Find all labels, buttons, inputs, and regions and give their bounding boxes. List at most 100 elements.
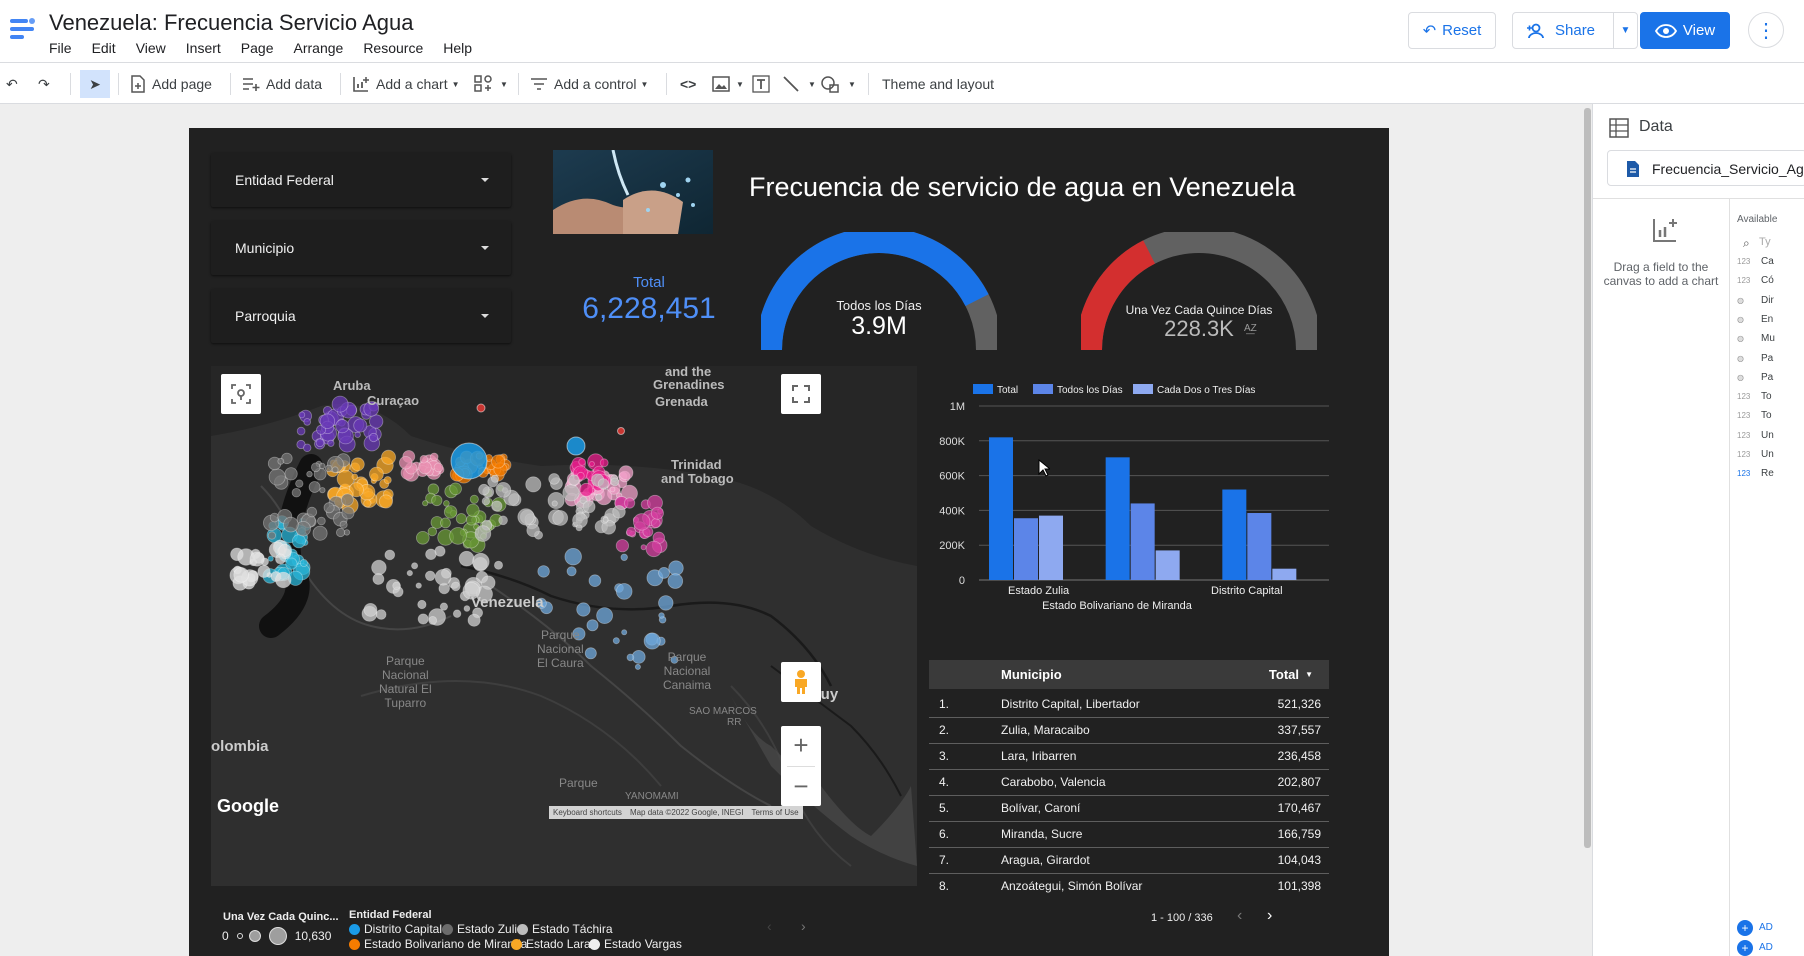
map-bubble[interactable] — [278, 458, 284, 464]
map-bubble[interactable] — [627, 527, 636, 536]
map-bubble[interactable] — [381, 450, 395, 464]
locate-icon[interactable] — [221, 374, 261, 414]
map-bubble[interactable] — [303, 444, 311, 452]
canvas-scrollbar[interactable] — [1584, 108, 1591, 848]
map-bubble[interactable] — [492, 455, 505, 468]
map-bubble[interactable] — [370, 415, 383, 428]
map-bubble[interactable] — [470, 495, 478, 503]
map-bubble[interactable] — [633, 514, 650, 531]
map-bubble[interactable] — [635, 664, 640, 669]
map-bubble[interactable] — [428, 527, 437, 536]
field-item[interactable]: Un — [1761, 430, 1774, 441]
select-cursor-icon[interactable]: ➤ — [80, 70, 110, 98]
filter-municipio[interactable]: Municipio — [211, 221, 511, 275]
add-field-icon[interactable]: + — [1737, 920, 1753, 936]
map-bubble[interactable] — [526, 477, 541, 492]
column-header-municipio[interactable]: Municipio — [1001, 667, 1062, 682]
map-bubble[interactable] — [479, 484, 490, 495]
map-bubble[interactable] — [434, 463, 443, 472]
map-bubble[interactable] — [589, 461, 594, 466]
map-bubble[interactable] — [621, 554, 628, 561]
map-bubble[interactable] — [384, 477, 391, 484]
sort-desc-icon[interactable]: ▼ — [1305, 670, 1313, 679]
map-bubble[interactable] — [324, 503, 334, 513]
map-bubble[interactable] — [569, 475, 579, 485]
map-bubble[interactable] — [423, 501, 428, 506]
field-item[interactable]: To — [1761, 391, 1772, 402]
map-bubble[interactable] — [468, 614, 480, 626]
map-bubble[interactable] — [580, 483, 593, 496]
map-bubble[interactable] — [325, 465, 332, 472]
map-bubble[interactable] — [597, 608, 613, 624]
map-bubble[interactable] — [444, 506, 457, 519]
map-bubble[interactable] — [616, 540, 628, 552]
municipio-table[interactable]: Municipio Total ▼ 1. Distrito Capital, Li… — [929, 660, 1329, 940]
map-bubble[interactable] — [307, 507, 317, 517]
map-bubble[interactable] — [369, 433, 377, 441]
image-icon[interactable]: ▼ — [712, 71, 744, 97]
more-vert-icon[interactable]: ⋮ — [1748, 12, 1784, 48]
add-data-button[interactable]: Add data — [242, 71, 322, 97]
line-icon[interactable]: ▼ — [782, 71, 816, 97]
zoom-out-icon[interactable]: − — [793, 766, 808, 806]
table-row[interactable]: 6. Miranda, Sucre 166,759 — [929, 819, 1329, 848]
fullscreen-icon[interactable] — [781, 374, 821, 414]
map-bubble[interactable] — [311, 463, 320, 472]
community-viz-icon[interactable]: ▼ — [474, 71, 508, 97]
map-bubble[interactable] — [491, 475, 498, 482]
map-bubble[interactable] — [459, 551, 474, 566]
legend-prev-icon[interactable]: ‹ — [767, 918, 772, 934]
map-bubble[interactable] — [328, 440, 334, 446]
map-bubble[interactable] — [482, 497, 490, 505]
map-bubble[interactable] — [292, 488, 301, 497]
table-row[interactable]: 8. Anzoátegui, Simón Bolívar 101,398 — [929, 871, 1329, 897]
view-button[interactable]: View — [1640, 12, 1730, 49]
map-bubble[interactable] — [284, 517, 299, 532]
map-bubble[interactable] — [376, 610, 386, 620]
column-header-total[interactable]: Total — [1269, 667, 1299, 682]
map-bubble[interactable] — [587, 620, 598, 631]
menu-arrange[interactable]: Arrange — [294, 40, 344, 56]
map-bubble[interactable] — [467, 504, 480, 517]
add-field-button[interactable]: AD — [1759, 922, 1773, 933]
add-parameter-icon[interactable]: + — [1737, 940, 1753, 956]
map-bubble[interactable] — [641, 545, 646, 550]
map-bubble[interactable] — [611, 478, 619, 486]
share-button[interactable]: Share ▼ — [1512, 12, 1638, 49]
map-bubble[interactable] — [549, 474, 560, 485]
map-bubble[interactable] — [577, 603, 590, 616]
field-item[interactable]: Un — [1761, 449, 1774, 460]
map-bubble[interactable] — [285, 468, 297, 480]
map-bubble[interactable] — [286, 558, 297, 569]
map-bubble[interactable] — [651, 519, 660, 528]
terms-of-use-link[interactable]: Terms of Use — [751, 808, 798, 817]
map-bubble[interactable] — [538, 566, 550, 578]
map-bubble[interactable] — [668, 574, 683, 589]
map-bubble[interactable] — [372, 560, 387, 575]
map-bubble[interactable] — [299, 412, 305, 418]
map-bubble[interactable] — [610, 487, 615, 492]
map-bubble[interactable] — [496, 482, 511, 497]
map-bubble[interactable] — [583, 501, 595, 513]
map-bubble[interactable] — [250, 552, 264, 566]
map-bubble[interactable] — [393, 582, 401, 590]
map-bubble[interactable] — [300, 559, 307, 566]
map-bubble[interactable] — [313, 526, 327, 540]
map-bubble[interactable] — [258, 565, 270, 577]
map-bubble[interactable] — [435, 569, 451, 585]
map-bubble[interactable] — [619, 466, 633, 480]
map-bubble[interactable] — [373, 574, 384, 585]
map-bubble[interactable] — [618, 428, 625, 435]
map-bubble[interactable] — [464, 606, 470, 612]
map-bubble[interactable] — [268, 532, 275, 539]
map-bubble[interactable] — [316, 439, 324, 447]
map-bubble[interactable] — [450, 528, 467, 545]
undo-icon[interactable]: ↶ — [6, 71, 18, 97]
bar-chart[interactable]: 0 200K 400K 600K 800K 1M Estado Zulia Estado Bo… — [929, 366, 1359, 646]
map-bubble[interactable] — [444, 501, 450, 507]
map-bubble[interactable] — [307, 471, 313, 477]
map-bubble[interactable] — [304, 419, 311, 426]
add-page-button[interactable]: Add page — [130, 71, 212, 97]
field-item[interactable]: Re — [1761, 468, 1774, 479]
map-bubble[interactable] — [627, 654, 634, 661]
